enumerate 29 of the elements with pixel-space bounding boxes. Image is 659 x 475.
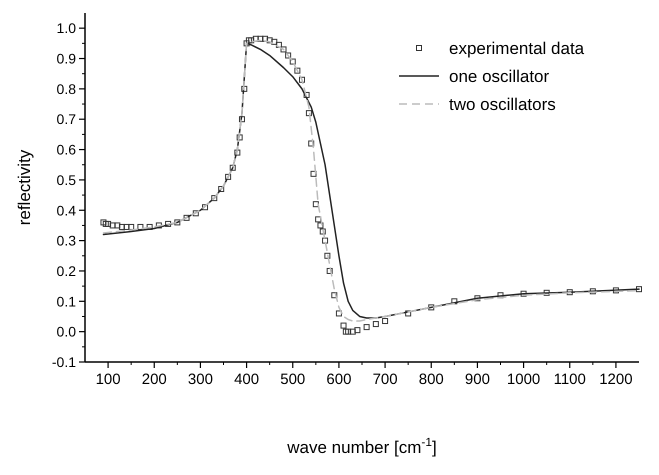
y-tick-label: 0.1	[56, 293, 76, 310]
y-tick-label: 0.6	[56, 142, 76, 158]
x-tick-label: 1100	[554, 371, 586, 388]
x-axis-title: wave number [cm$^{-1}$]	[286, 435, 437, 457]
y-tick-label: 0.5	[56, 172, 76, 188]
y-tick-label: 0.4	[56, 202, 76, 218]
legend-label: two oscillators	[449, 95, 556, 114]
y-tick-label: 0.0	[56, 324, 76, 340]
x-tick-label: 1000	[506, 371, 540, 388]
y-tick-label: 0.2	[56, 262, 76, 279]
y-tick-label: 0.8	[56, 80, 76, 97]
y-axis-title: reflectivity	[15, 149, 34, 226]
y-tick-label: 0.3	[56, 232, 76, 249]
x-tick-label: 700	[372, 371, 398, 388]
x-tick-label: 500	[280, 371, 306, 388]
x-tick-label: 600	[326, 371, 352, 388]
legend-label: one oscillator	[449, 67, 550, 86]
x-tick-label: 100	[96, 371, 121, 388]
y-tick-label: 0.9	[56, 50, 76, 67]
x-tick-label: 400	[234, 371, 260, 388]
x-tick-label: 1200	[599, 371, 633, 388]
y-tick-label: 1.0	[56, 20, 76, 36]
legend-label: experimental data	[449, 39, 585, 58]
x-tick-label: 800	[418, 371, 444, 388]
x-tick-label: 900	[464, 371, 490, 388]
y-tick-label: 0.7	[56, 111, 76, 128]
y-tick-label: -0.1	[52, 354, 76, 370]
x-tick-label: 200	[142, 371, 167, 388]
x-tick-label: 300	[188, 371, 213, 388]
